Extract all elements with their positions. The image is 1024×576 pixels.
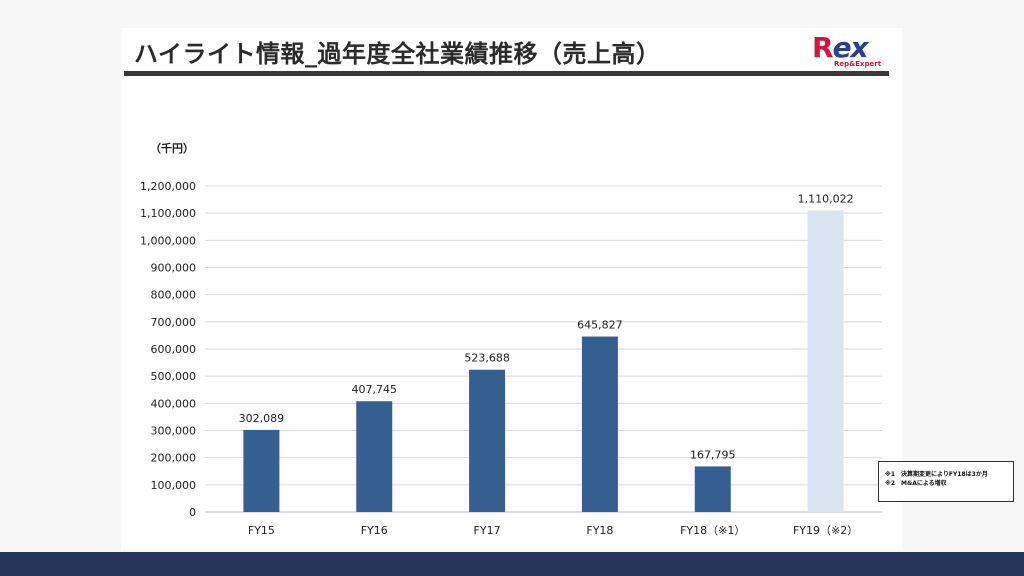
logo-r: R [812, 31, 834, 64]
y-tick-label: 1,000,000 [140, 234, 196, 247]
title-divider [124, 71, 889, 76]
note-1: ※1 決算期変更によりFY18は3か月 [885, 471, 988, 478]
y-tick-label: 1,200,000 [140, 180, 196, 193]
footer-bar [0, 552, 1024, 576]
y-tick-label: 700,000 [151, 316, 197, 329]
bar [694, 466, 731, 512]
y-tick-label: 900,000 [151, 262, 197, 275]
x-tick-label: FY15 [248, 524, 275, 537]
notes-box: ※1 決算期変更によりFY18は3か月 ※2 M&Aによる増収 [878, 461, 1014, 502]
y-tick-label: 200,000 [151, 452, 197, 465]
data-label: 523,688 [464, 352, 510, 365]
data-label: 407,745 [352, 383, 398, 396]
y-tick-label: 300,000 [151, 425, 197, 438]
logo-ex: ex [832, 31, 869, 64]
bar [356, 401, 393, 512]
page-title: ハイライト情報_過年度全社業績推移（売上高） [134, 40, 661, 68]
y-tick-label: 600,000 [151, 343, 197, 356]
rex-logo: Rex Rep&Expert [812, 34, 882, 70]
bar [581, 336, 618, 512]
bar [469, 369, 506, 512]
y-tick-label: 500,000 [151, 370, 197, 383]
y-tick-label: 1,100,000 [140, 207, 196, 220]
x-tick-label: FY18 [586, 524, 613, 537]
y-tick-label: 0 [189, 506, 196, 519]
data-label: 302,089 [239, 412, 285, 425]
bar [243, 429, 280, 512]
y-tick-label: 800,000 [151, 289, 197, 302]
y-tick-label: 100,000 [151, 479, 197, 492]
bar [807, 210, 844, 512]
unit-label: （千円） [150, 142, 194, 155]
logo-wordmark: Rex [812, 31, 869, 64]
data-label: 1,110,022 [798, 192, 854, 205]
data-label: 167,795 [690, 448, 736, 461]
data-label: 645,827 [577, 319, 623, 332]
x-tick-label: FY19（※2） [793, 524, 858, 537]
x-tick-label: FY18（※1） [680, 524, 745, 537]
x-tick-label: FY16 [361, 524, 388, 537]
note-2: ※2 M&Aによる増収 [885, 480, 947, 487]
y-tick-label: 400,000 [151, 397, 197, 410]
x-tick-label: FY17 [474, 524, 501, 537]
logo-tagline: Rep&Expert [834, 60, 882, 68]
